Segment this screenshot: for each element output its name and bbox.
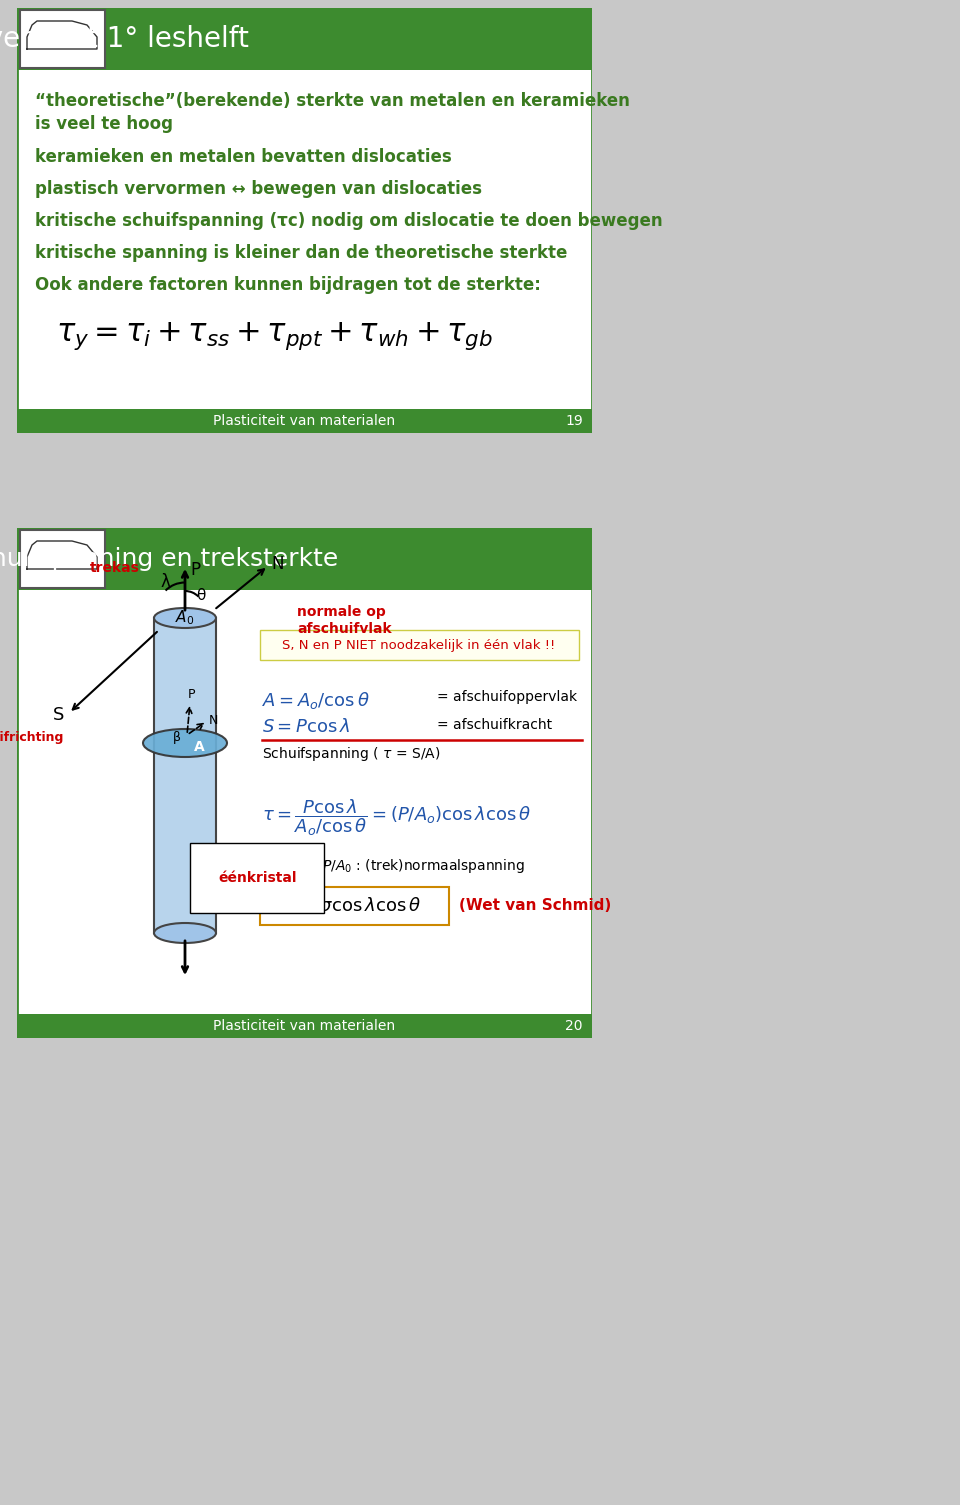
Text: $S = P\cos\lambda$: $S = P\cos\lambda$ (262, 718, 350, 736)
Text: P: P (188, 688, 196, 701)
Text: plastisch vervormen ↔ bewegen van dislocaties: plastisch vervormen ↔ bewegen van disloc… (35, 181, 482, 199)
Text: P: P (190, 561, 200, 579)
Text: S, N en P NIET noodzakelijk in één vlak !!: S, N en P NIET noodzakelijk in één vlak … (282, 638, 556, 652)
Bar (20, 530, 105, 588)
Text: $P/A_0$ : (trek)normaalspanning: $P/A_0$ : (trek)normaalspanning (322, 856, 525, 874)
Bar (17, 8, 592, 71)
Text: normale op
afschuifvlak: normale op afschuifvlak (297, 605, 392, 637)
FancyBboxPatch shape (260, 631, 579, 661)
Text: N: N (271, 555, 283, 573)
Text: N: N (209, 715, 218, 727)
Text: Schuifspanning ( $\tau$ = S/A): Schuifspanning ( $\tau$ = S/A) (262, 745, 441, 763)
Text: Ook andere factoren kunnen bijdragen tot de sterkte:: Ook andere factoren kunnen bijdragen tot… (35, 275, 540, 293)
Text: (Wet van Schmid): (Wet van Schmid) (459, 898, 612, 914)
Text: = afschuifkracht: = afschuifkracht (437, 718, 552, 731)
Text: “theoretische”(berekende) sterkte van metalen en keramieken
is veel te hoog: “theoretische”(berekende) sterkte van me… (35, 92, 630, 132)
Text: S: S (53, 706, 64, 724)
Bar (17, 1014, 592, 1038)
FancyBboxPatch shape (260, 886, 449, 926)
Text: keramieken en metalen bevatten dislocaties: keramieken en metalen bevatten dislocati… (35, 147, 452, 166)
Text: Kristalschuifspanning en treksterkte: Kristalschuifspanning en treksterkte (0, 546, 339, 570)
Text: $A = A_o/\cos\theta$: $A = A_o/\cos\theta$ (262, 689, 370, 710)
Text: $A_0$: $A_0$ (176, 608, 195, 628)
Text: Overzicht 1° leshelft: Overzicht 1° leshelft (0, 26, 249, 53)
Text: trekas: trekas (90, 561, 140, 575)
Text: Plasticiteit van materialen: Plasticiteit van materialen (213, 414, 396, 427)
Text: A: A (194, 740, 204, 754)
Ellipse shape (143, 728, 227, 757)
Bar (154, 619, 216, 933)
Text: $\tau = \dfrac{P\cos\lambda}{A_o/\cos\theta} = (P/A_o)\cos\lambda\cos\theta$: $\tau = \dfrac{P\cos\lambda}{A_o/\cos\th… (262, 798, 531, 838)
Text: afschuifrichting: afschuifrichting (0, 731, 64, 743)
Bar (20, 11, 105, 68)
Text: 19: 19 (565, 414, 583, 427)
Text: θ: θ (196, 588, 205, 604)
Text: λ: λ (160, 573, 170, 591)
Text: $\tau = \sigma\cos\lambda\cos\theta$: $\tau = \sigma\cos\lambda\cos\theta$ (287, 897, 421, 915)
Text: éénkristal: éénkristal (218, 871, 297, 885)
Bar (17, 528, 592, 590)
Text: = afschuifoppervlak: = afschuifoppervlak (437, 689, 577, 704)
Text: kritische schuifspanning (τᴄ) nodig om dislocatie te doen bewegen: kritische schuifspanning (τᴄ) nodig om d… (35, 212, 662, 230)
Text: 20: 20 (565, 1019, 583, 1032)
Ellipse shape (154, 923, 216, 944)
Text: Plasticiteit van materialen: Plasticiteit van materialen (213, 1019, 396, 1032)
Text: β: β (173, 730, 181, 743)
Bar (17, 409, 592, 433)
Text: $\tau_y = \tau_i + \tau_{ss} + \tau_{ppt} + \tau_{wh} + \tau_{gb}$: $\tau_y = \tau_i + \tau_{ss} + \tau_{ppt… (56, 321, 493, 352)
Ellipse shape (154, 608, 216, 628)
Text: kritische spanning is kleiner dan de theoretische sterkte: kritische spanning is kleiner dan de the… (35, 244, 567, 262)
